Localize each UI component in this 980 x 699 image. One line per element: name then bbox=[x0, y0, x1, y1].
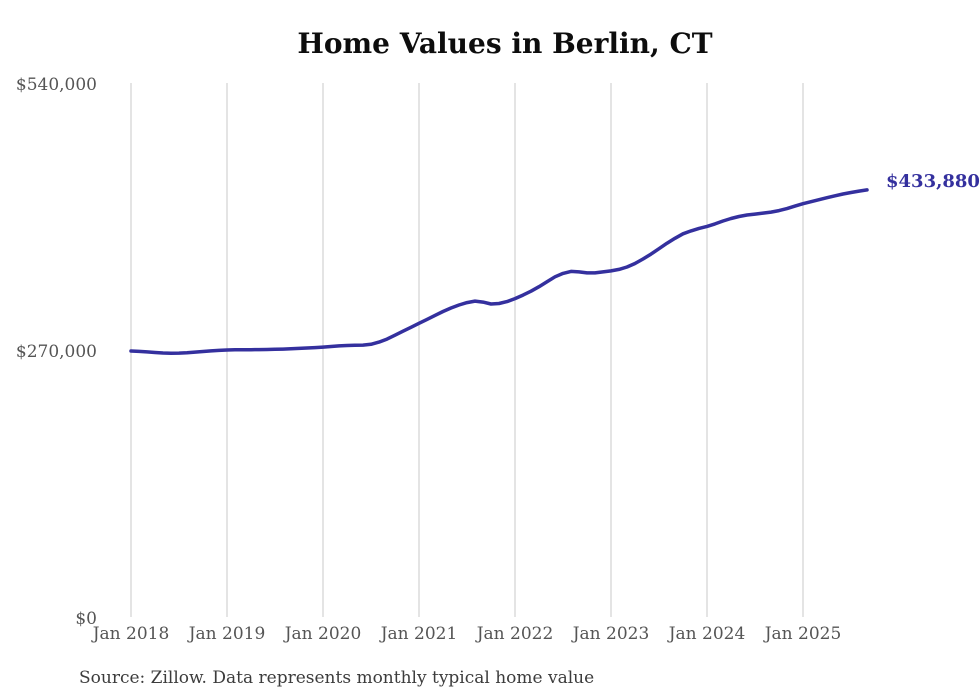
x-tick-label: Jan 2022 bbox=[476, 624, 554, 644]
chart-title: Home Values in Berlin, CT bbox=[297, 27, 713, 60]
x-tick-label: Jan 2019 bbox=[188, 624, 266, 644]
x-tick-label: Jan 2024 bbox=[668, 624, 746, 644]
source-note: Source: Zillow. Data represents monthly … bbox=[79, 668, 595, 688]
x-tick-label: Jan 2018 bbox=[92, 624, 170, 644]
latest-value-label: $433,880 bbox=[886, 171, 980, 192]
x-tick-label: Jan 2020 bbox=[284, 624, 362, 644]
x-tick-label: Jan 2021 bbox=[380, 624, 458, 644]
y-tick-label: $540,000 bbox=[15, 75, 97, 95]
home-value-line bbox=[129, 188, 869, 355]
x-tick-label: Jan 2025 bbox=[764, 624, 842, 644]
y-tick-label: $0 bbox=[75, 609, 97, 629]
x-tick-label: Jan 2023 bbox=[572, 624, 650, 644]
y-tick-label: $270,000 bbox=[15, 342, 97, 362]
